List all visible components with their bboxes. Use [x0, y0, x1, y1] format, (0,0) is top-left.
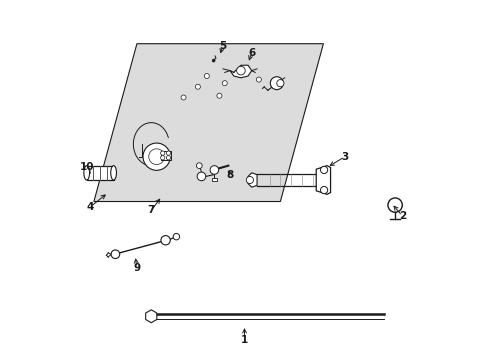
Circle shape: [160, 151, 164, 155]
Circle shape: [166, 156, 170, 160]
Polygon shape: [94, 44, 323, 202]
Circle shape: [246, 176, 253, 184]
Text: 2: 2: [398, 211, 405, 221]
Ellipse shape: [110, 166, 116, 180]
Circle shape: [160, 156, 164, 160]
Circle shape: [161, 235, 170, 245]
Bar: [211, 178, 217, 181]
Circle shape: [166, 151, 170, 155]
Bar: [86, 166, 113, 180]
Text: 10: 10: [79, 162, 94, 172]
Circle shape: [181, 95, 185, 100]
Text: 5: 5: [219, 41, 226, 50]
Circle shape: [217, 93, 222, 98]
Bar: [161, 151, 171, 160]
Circle shape: [197, 172, 205, 181]
Ellipse shape: [83, 166, 89, 180]
Polygon shape: [316, 166, 330, 194]
Text: 3: 3: [341, 152, 348, 162]
Text: 9: 9: [133, 263, 140, 273]
Circle shape: [320, 186, 327, 194]
Polygon shape: [247, 173, 257, 187]
Circle shape: [210, 166, 218, 174]
Circle shape: [236, 66, 244, 75]
Polygon shape: [230, 65, 251, 78]
Text: 8: 8: [226, 170, 233, 180]
Circle shape: [270, 77, 283, 90]
Circle shape: [173, 233, 179, 240]
Circle shape: [276, 80, 284, 87]
Circle shape: [222, 81, 227, 86]
Circle shape: [148, 149, 164, 165]
Text: 4: 4: [86, 202, 94, 212]
Circle shape: [204, 73, 209, 78]
Circle shape: [256, 77, 261, 82]
Circle shape: [320, 166, 327, 174]
Text: 6: 6: [247, 48, 255, 58]
Circle shape: [212, 59, 215, 62]
Circle shape: [196, 163, 202, 168]
Text: 1: 1: [241, 334, 247, 345]
Circle shape: [195, 84, 200, 89]
Polygon shape: [145, 310, 157, 323]
Text: 7: 7: [147, 206, 155, 216]
Circle shape: [111, 250, 120, 258]
Circle shape: [387, 198, 402, 212]
Circle shape: [142, 143, 170, 170]
